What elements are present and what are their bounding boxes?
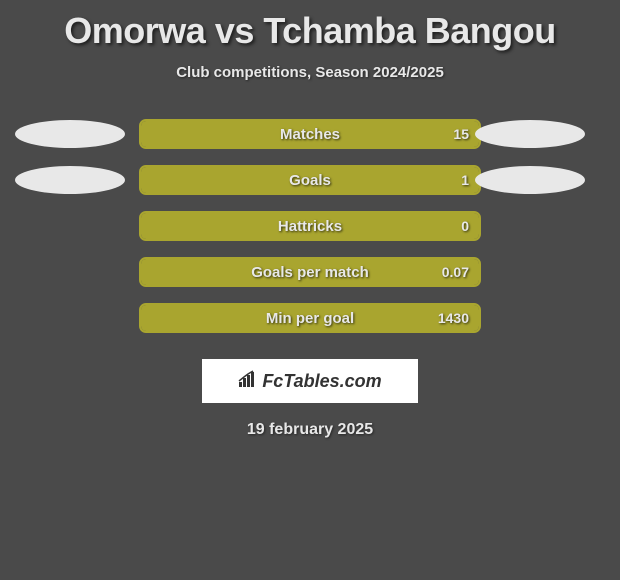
- stat-label: Hattricks: [278, 218, 342, 235]
- stat-label: Goals: [289, 172, 331, 189]
- stat-row: Goals per match 0.07: [10, 249, 610, 295]
- stat-bar: Goals per match 0.07: [139, 257, 481, 287]
- stat-value: 0: [461, 218, 469, 234]
- stat-bar: Hattricks 0: [139, 211, 481, 241]
- brand-box[interactable]: FcTables.com: [202, 359, 418, 403]
- ellipse-left: [15, 166, 125, 194]
- stat-value: 0.07: [442, 264, 469, 280]
- stat-label: Matches: [280, 126, 340, 143]
- stat-label: Min per goal: [266, 310, 354, 327]
- stat-row: Matches 15: [10, 111, 610, 157]
- stat-row: Min per goal 1430: [10, 295, 610, 341]
- ellipse-left: [15, 120, 125, 148]
- stat-value: 1430: [438, 310, 469, 326]
- stat-row: Hattricks 0: [10, 203, 610, 249]
- brand-text: FcTables.com: [238, 370, 381, 393]
- stat-bar: Matches 15: [139, 119, 481, 149]
- stat-bar: Goals 1: [139, 165, 481, 195]
- stat-label: Goals per match: [251, 264, 369, 281]
- stat-row: Goals 1: [10, 157, 610, 203]
- brand-label: FcTables.com: [262, 371, 381, 392]
- chart-icon: [238, 370, 258, 393]
- stat-bar: Min per goal 1430: [139, 303, 481, 333]
- page-title: Omorwa vs Tchamba Bangou: [0, 10, 620, 52]
- ellipse-right: [475, 166, 585, 194]
- main-container: Omorwa vs Tchamba Bangou Club competitio…: [0, 0, 620, 449]
- chart-area: Matches 15 Goals 1 Hattricks 0 Goals per match…: [0, 111, 620, 341]
- footer-date: 19 february 2025: [0, 421, 620, 439]
- stat-value: 15: [453, 126, 469, 142]
- ellipse-right: [475, 120, 585, 148]
- page-subtitle: Club competitions, Season 2024/2025: [0, 64, 620, 81]
- stat-value: 1: [461, 172, 469, 188]
